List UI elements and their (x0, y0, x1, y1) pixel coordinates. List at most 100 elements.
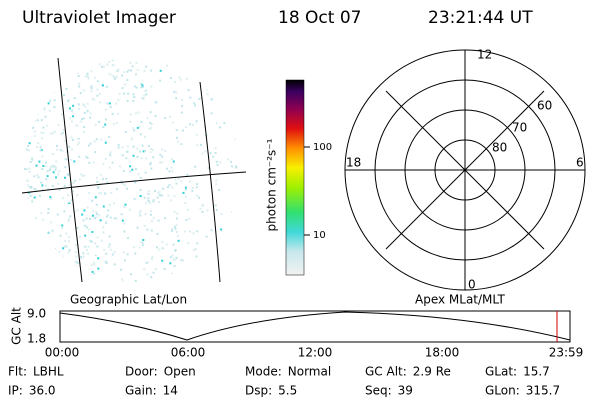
pixel (109, 153, 112, 156)
pixel (195, 255, 198, 258)
pixel (89, 217, 91, 220)
pixel (129, 165, 132, 168)
pixel (136, 226, 139, 229)
pixel (105, 262, 108, 265)
pixel (99, 219, 102, 222)
pixel (117, 143, 120, 146)
pixel (86, 75, 89, 78)
pixel (192, 123, 194, 126)
pixel (215, 179, 218, 182)
pixel (147, 190, 150, 193)
pixel (136, 147, 139, 150)
pixel (212, 155, 215, 158)
pixel (33, 175, 36, 178)
pixel (193, 249, 196, 251)
pixel (68, 200, 71, 203)
pixel (43, 277, 46, 280)
pixel (66, 268, 69, 270)
pixel (65, 59, 68, 62)
pixel (205, 235, 208, 238)
pixel (161, 259, 164, 262)
pixel (134, 181, 137, 184)
pixel (233, 210, 236, 213)
pixel (28, 186, 31, 189)
pixel (74, 260, 77, 263)
pixel (84, 234, 87, 237)
pixel (80, 257, 83, 260)
pixel (150, 220, 153, 222)
pixel (48, 109, 51, 112)
pixel (67, 217, 70, 220)
pixel (53, 106, 56, 109)
pixel (159, 161, 162, 164)
pixel (86, 206, 89, 209)
pixel (228, 93, 231, 96)
pixel (39, 77, 42, 80)
pixel (188, 217, 191, 220)
pixel (134, 252, 137, 255)
pixel (124, 259, 126, 262)
pixel (143, 268, 146, 271)
pixel (159, 194, 161, 196)
pixel (111, 161, 114, 164)
image-disk (24, 58, 240, 282)
pixel (219, 126, 222, 129)
pixel (169, 262, 172, 265)
pixel (62, 255, 65, 258)
pixel (96, 181, 99, 183)
pixel (140, 121, 143, 124)
pixel (165, 243, 168, 246)
pixel (150, 213, 152, 216)
pixel (68, 274, 71, 277)
pixel (27, 67, 30, 70)
pixel (108, 203, 111, 206)
pixel (126, 70, 129, 73)
pixel (54, 66, 57, 69)
pixel (195, 186, 198, 189)
pixel (126, 253, 129, 256)
pixel (26, 277, 29, 280)
pixel (152, 156, 155, 159)
pixel (215, 183, 218, 186)
pixel (58, 250, 61, 253)
pixel (31, 157, 33, 160)
pixel (87, 228, 90, 231)
pixel (39, 256, 42, 259)
pixel (87, 252, 90, 255)
pixel (82, 219, 85, 222)
pixel (87, 245, 90, 248)
pixel (132, 154, 135, 157)
pixel (175, 217, 178, 220)
pixel (67, 194, 70, 197)
pixel (77, 103, 80, 106)
pixel (48, 84, 51, 87)
pixel (201, 211, 204, 213)
pixel (204, 150, 207, 153)
pixel (31, 260, 34, 263)
pixel (186, 173, 189, 176)
pixel (220, 230, 223, 233)
pixel (230, 120, 233, 123)
pixel (76, 227, 79, 229)
pixel (38, 160, 41, 163)
pixel (89, 142, 92, 145)
pixel (39, 98, 42, 101)
footer: Flt: LBHL IP: 36.0 Door: Open Gain: 14 Mode: Norm… (8, 365, 560, 398)
pixel (135, 167, 138, 170)
polar-label: Apex MLat/MLT (415, 293, 505, 307)
pixel (48, 79, 51, 82)
pixel (102, 226, 105, 229)
pixel (132, 93, 135, 96)
pixel (76, 194, 79, 197)
pixel (184, 188, 187, 191)
pixel (74, 179, 77, 182)
pixel (175, 91, 178, 94)
pixel (171, 186, 174, 189)
pixel (52, 250, 55, 253)
pixel (104, 192, 107, 195)
pixel (142, 242, 145, 245)
pixel (137, 173, 140, 176)
pixel (84, 75, 87, 78)
pixel (203, 125, 206, 128)
pixel (47, 78, 50, 81)
